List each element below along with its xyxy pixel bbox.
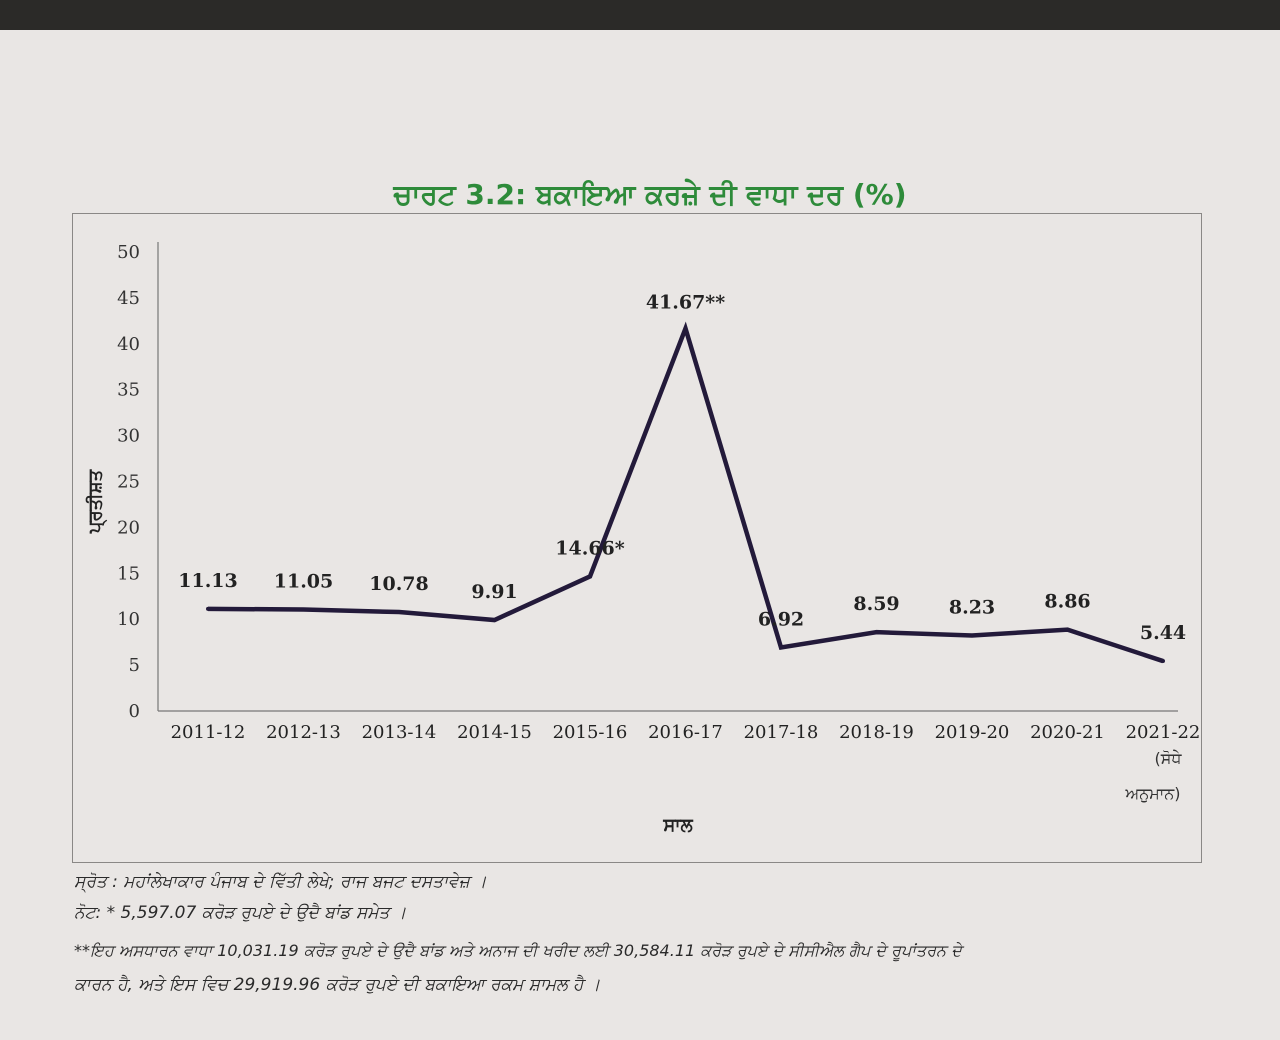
data-point [492,618,497,623]
y-tick-label: 20 [117,517,140,538]
x-tick-label: 2011-12 [171,722,246,743]
y-tick-label: 5 [129,655,140,676]
data-label: 9.91 [471,581,517,603]
x-tick-label: 2019-20 [935,722,1010,743]
y-tick-label: 0 [129,701,140,722]
data-label: 11.13 [178,570,238,592]
data-label: 41.67** [646,291,725,313]
y-tick-label: 35 [117,380,140,401]
y-tick-label: 15 [117,563,140,584]
y-tick-label: 40 [117,334,140,355]
footnote-3: ਕਾਰਨ ਹੈ, ਅਤੇ ਇਸ ਵਿਚ 29,919.96 ਕਰੋੜ ਰੁਪਏ … [74,975,601,995]
x-tick-label: 2015-16 [553,722,628,743]
x-tick-label: 2021-22 [1126,722,1201,743]
y-tick-label: 10 [117,609,140,630]
data-label: 14.66* [555,537,624,559]
chart-title: ਚਾਰਟ 3.2: ਬਕਾਇਆ ਕਰਜ਼ੇ ਦੀ ਵਾਧਾ ਦਰ (%) [393,178,907,211]
series-line [207,321,1164,664]
chart-frame: 0 5 10 15 20 25 30 35 40 45 50 ਪ੍ਰਤੀਸ਼ਤ 2011-12 2012-… [72,213,1202,863]
data-point [1065,627,1070,632]
x-tick-label: 2013-14 [362,722,437,743]
y-tick-label: 30 [117,426,140,447]
y-tick-label: 45 [117,288,140,309]
x-tick-label: 2018-19 [839,722,914,743]
y-axis-label: ਪ੍ਰਤੀਸ਼ਤ [85,468,108,534]
footnote-1: ਨੋਟ: * 5,597.07 ਕਰੋੜ ਰੁਪਏ ਦੇ ਉਦੈ ਬਾਂਡ ਸਮ… [74,903,407,923]
y-tick-label: 25 [117,472,140,493]
data-point [779,645,783,650]
x-axis-label: ਸਾਲ [662,815,693,836]
source-note: ਸ੍ਰੋਤ : ਮਹਾਂਲੇਖਾਕਾਰ ਪੰਜਾਬ ਦੇ ਵਿੱਤੀ ਲੇਖੇ;… [74,872,487,892]
data-label: 6.92 [758,608,804,630]
data-point [1161,659,1165,664]
data-label: 11.05 [274,571,334,593]
data-label: 8.59 [853,593,899,615]
x-tick-label: 2014-15 [457,722,532,743]
footnote-2: **ਇਹ ਅਸਧਾਰਨ ਵਾਧਾ 10,031.19 ਕਰੋੜ ਰੁਪਏ ਦੇ … [74,941,962,960]
y-tick-label: 50 [117,242,140,263]
line-chart: 0 5 10 15 20 25 30 35 40 45 50 ਪ੍ਰਤੀਸ਼ਤ 2011-12 2012-… [85,242,1201,836]
data-point [970,633,974,638]
x-tick-label: 2020-21 [1030,722,1105,743]
x-tick-label: 2012-13 [266,722,341,743]
data-label: 8.23 [949,596,995,618]
data-point [206,606,210,611]
data-point [301,607,306,612]
data-point [874,630,879,635]
data-point [588,574,592,579]
x-tick-sublabel: ਅਨੁਮਾਨ) [1124,784,1180,803]
data-point [397,610,401,615]
data-label: 8.86 [1044,591,1090,613]
x-tick-label: 2017-18 [744,722,819,743]
page-background [0,30,1280,1040]
x-tick-label: 2016-17 [648,722,723,743]
data-label: 5.44 [1140,622,1186,644]
x-tick-sublabel: (ਸੋਧੇ [1155,749,1183,768]
data-point [683,326,688,331]
data-label: 10.78 [369,573,429,595]
